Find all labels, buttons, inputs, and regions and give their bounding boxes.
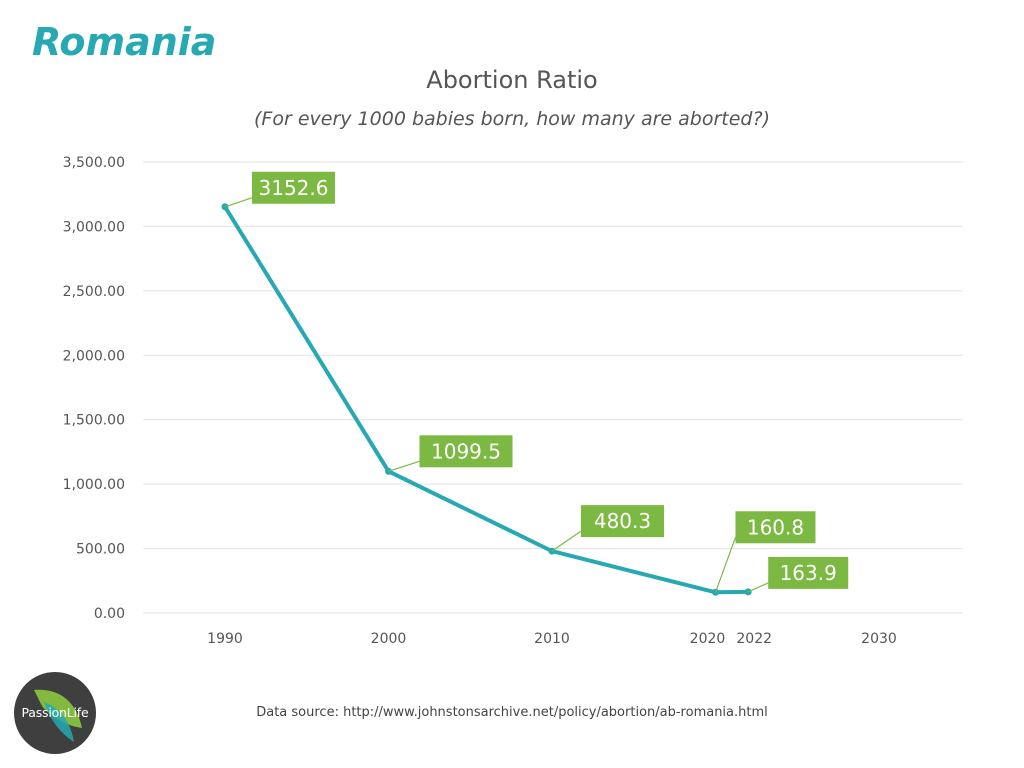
data-source-note: Data source: http://www.johnstonsarchive… [256,705,768,720]
data-label: 163.9 [780,561,837,585]
x-tick-label: 2022 [736,631,772,647]
leader-line [224,197,253,208]
y-tick-label: 0.00 [94,606,125,622]
logo-text: PassionLife [21,705,89,720]
y-tick-label: 2,500.00 [63,284,125,300]
y-tick-label: 1,000.00 [63,477,125,493]
data-label: 480.3 [594,509,651,533]
y-tick-label: 3,500.00 [63,155,125,171]
data-label-box [252,171,335,204]
data-label-box [419,435,513,468]
chart-title: Abortion Ratio [426,66,598,94]
data-label: 1099.5 [431,439,501,463]
leaf-icon [34,689,82,742]
data-label: 3152.6 [259,176,329,200]
leader-line [551,530,582,552]
leader-line [747,582,769,593]
x-tick-label: 2020 [690,631,726,647]
leader-line [388,460,420,472]
x-tick-label: 1990 [207,631,243,647]
x-tick-label: 2030 [861,631,897,647]
x-tick-label: 2010 [534,631,570,647]
series-line [223,204,751,595]
y-tick-label: 3,000.00 [63,219,125,235]
data-label-box [735,511,816,544]
y-tick-label: 2,000.00 [63,348,125,364]
country-title: Romania [32,20,217,64]
data-label-box [768,556,849,589]
data-label-box [581,505,664,538]
y-tick-label: 1,500.00 [63,413,125,429]
passionlife-logo: PassionLife [14,672,96,754]
x-tick-label: 2000 [371,631,407,647]
chart-subtitle: (For every 1000 babies born, how many ar… [254,108,770,130]
y-tick-label: 500.00 [76,542,125,558]
data-label: 160.8 [747,515,804,539]
leader-line [714,537,737,593]
